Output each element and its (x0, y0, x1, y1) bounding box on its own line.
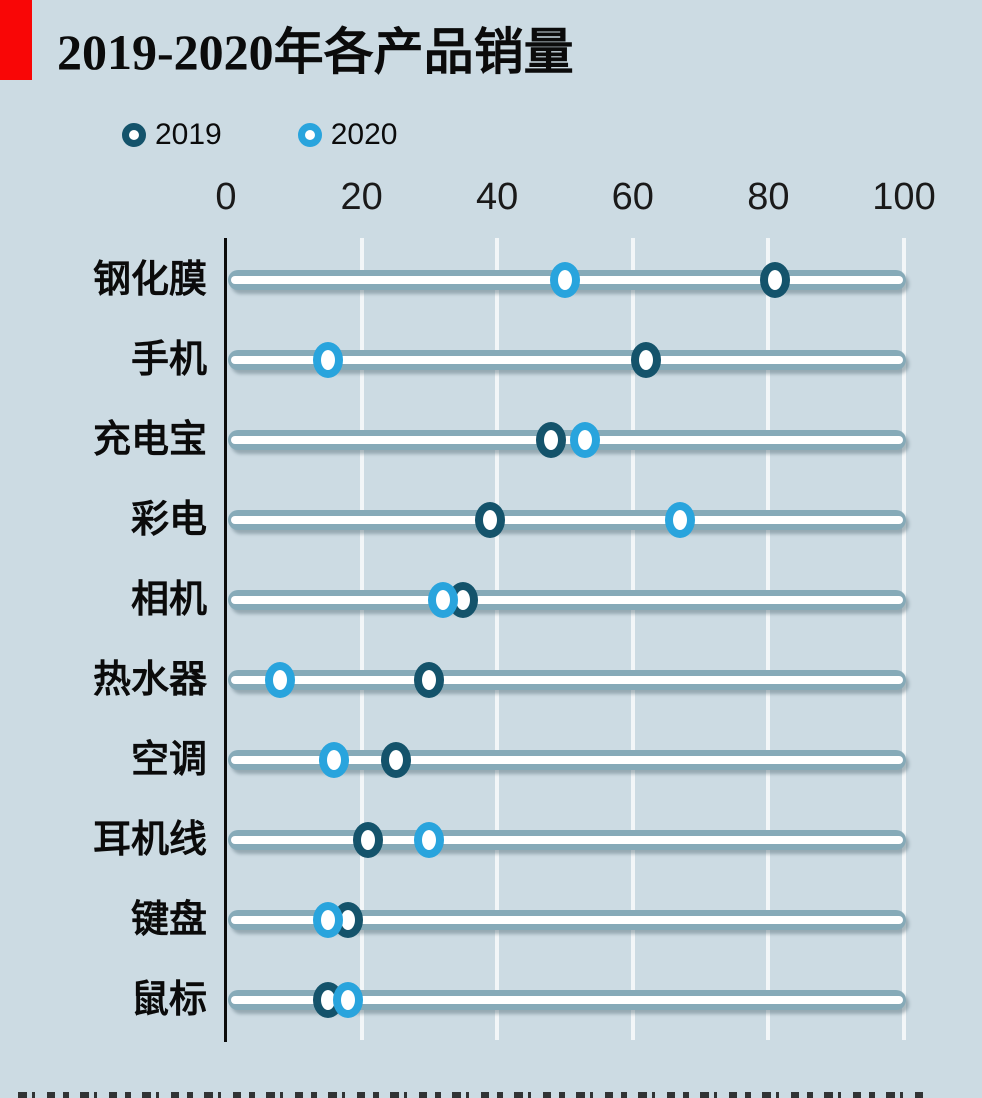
red-accent-block (0, 0, 32, 80)
x-tick-label-0: 0 (215, 176, 237, 218)
y-axis-line (224, 238, 227, 1042)
legend-ring-icon-2020 (297, 123, 322, 147)
dot-2019-3 (475, 502, 506, 538)
category-label-5: 热水器 (92, 659, 207, 701)
x-tick-label-60: 60 (611, 176, 654, 218)
gridline-20 (359, 238, 364, 1040)
dot-2020-8 (312, 902, 343, 938)
legend-label-2019: 2019 (155, 118, 222, 151)
dot-2020-0 (550, 262, 580, 298)
dot-2019-7 (353, 822, 384, 858)
track-7 (228, 830, 906, 850)
legend-item-2019: 2019 (122, 118, 222, 152)
legend: 2019 2020 (122, 118, 398, 152)
dot-2019-1 (631, 342, 662, 378)
dot-2020-3 (665, 502, 696, 538)
legend-label-2020: 2020 (330, 118, 398, 151)
gridline-100 (902, 238, 906, 1040)
x-tick-label-100: 100 (872, 176, 936, 218)
category-label-8: 键盘 (130, 899, 207, 941)
category-label-4: 相机 (130, 579, 207, 621)
chart-title: 2019-2020年各产品销量 (57, 24, 574, 80)
dot-2020-7 (414, 822, 445, 858)
track-4 (228, 590, 906, 610)
track-inner-4 (231, 596, 903, 604)
dot-2020-4 (427, 582, 458, 618)
category-label-7: 耳机线 (92, 819, 207, 861)
track-1 (228, 350, 906, 370)
gridline-60 (630, 238, 635, 1040)
category-label-3: 彩电 (130, 499, 207, 541)
track-inner-5 (231, 676, 903, 684)
legend-item-2020: 2020 (297, 118, 398, 152)
x-tick-label-80: 80 (747, 176, 790, 218)
track-inner-1 (231, 356, 903, 364)
track-9 (228, 990, 906, 1010)
category-label-0: 钢化膜 (92, 259, 207, 301)
dot-2019-6 (380, 742, 411, 778)
category-label-1: 手机 (130, 339, 207, 381)
dot-2020-2 (570, 422, 601, 458)
track-inner-6 (231, 756, 903, 764)
category-label-2: 充电宝 (92, 419, 207, 461)
track-inner-9 (231, 996, 903, 1004)
clipped-footer-text (18, 1092, 930, 1098)
track-2 (228, 430, 906, 450)
track-inner-7 (231, 836, 903, 844)
track-5 (228, 670, 906, 690)
category-label-9: 鼠标 (130, 979, 207, 1021)
category-label-6: 空调 (130, 739, 207, 781)
gridline-40 (495, 238, 500, 1040)
track-inner-3 (231, 516, 903, 524)
gridline-80 (766, 238, 771, 1040)
track-8 (228, 910, 906, 930)
x-axis-labels: 0 20 40 60 80 100 (0, 176, 982, 218)
legend-ring-icon-2019 (122, 123, 146, 147)
track-3 (228, 510, 906, 530)
dot-2020-9 (333, 982, 364, 1018)
track-inner-2 (231, 436, 903, 444)
dot-2020-6 (319, 742, 350, 778)
dot-2020-5 (265, 662, 296, 698)
x-tick-label-20: 20 (340, 176, 383, 218)
dot-2019-2 (536, 422, 567, 458)
dot-2020-1 (312, 342, 343, 378)
x-tick-label-40: 40 (476, 176, 519, 218)
track-inner-8 (231, 916, 903, 924)
dot-2019-5 (414, 662, 445, 698)
dot-2019-0 (760, 262, 791, 298)
